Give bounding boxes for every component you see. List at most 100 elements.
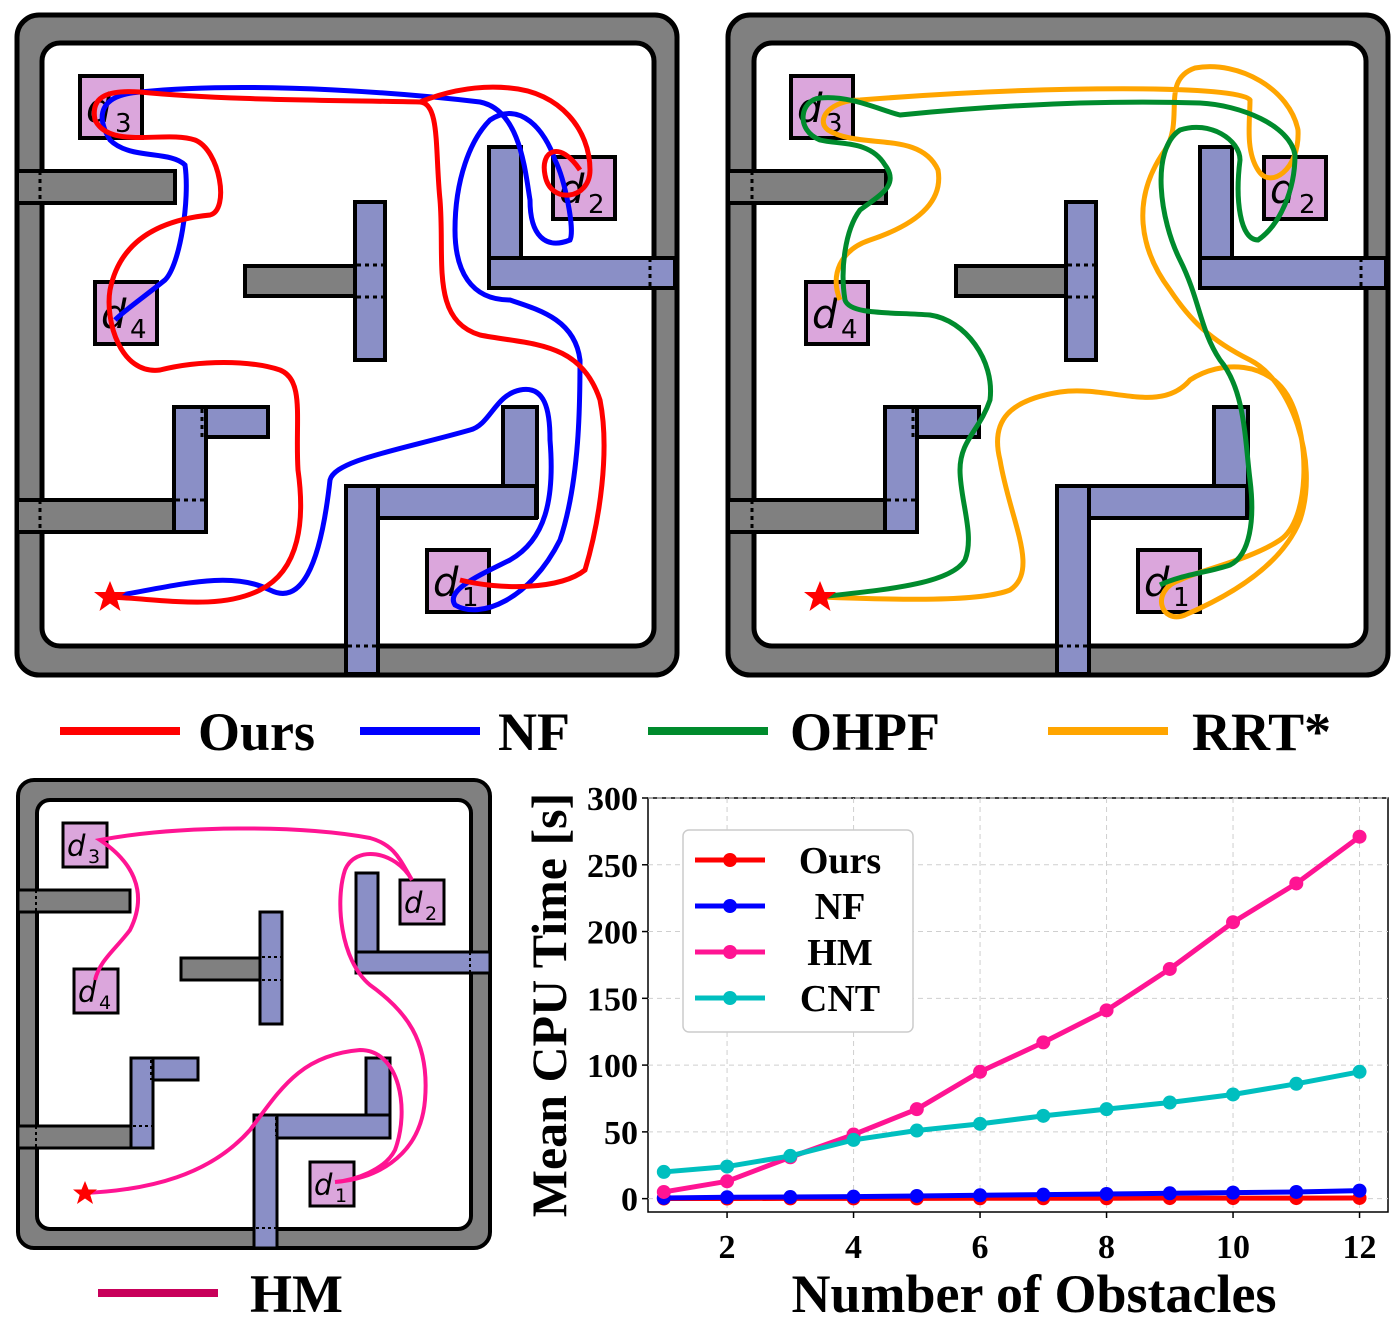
svg-text:d: d xyxy=(78,975,97,1009)
y-tick-label: 150 xyxy=(587,981,638,1018)
svg-text:d: d xyxy=(812,292,838,338)
data-point-cnt xyxy=(846,1132,861,1147)
trajectory-hm xyxy=(84,826,428,1195)
legend-label: HM xyxy=(807,932,872,974)
trajectory-ohpf xyxy=(800,95,1298,600)
data-point-cnt xyxy=(1099,1102,1114,1117)
data-point-hm xyxy=(1352,829,1367,844)
y-tick-label: 0 xyxy=(621,1182,638,1219)
svg-text:2: 2 xyxy=(425,903,437,925)
svg-text:1: 1 xyxy=(462,583,479,613)
moving-obstacle xyxy=(258,910,284,1026)
legend-entry-rrt-star: RRT* xyxy=(1048,702,1331,762)
cpu-time-line-chart: 0 50 100 150 200 250 300 2 4 6 8 10 12 Mean CPU Tim… xyxy=(521,781,1389,1319)
data-point-nf xyxy=(1162,1186,1177,1201)
y-tick-label: 250 xyxy=(587,848,638,885)
moving-obstacle xyxy=(883,405,919,534)
moving-obstacle xyxy=(344,484,380,676)
x-tick-label: 6 xyxy=(972,1229,989,1266)
svg-text:d: d xyxy=(797,86,823,132)
wall-obstacle xyxy=(954,264,1070,298)
data-point-nf xyxy=(1099,1186,1114,1201)
y-tick-label: 50 xyxy=(604,1115,638,1152)
trajectory-ours xyxy=(91,89,607,605)
moving-obstacle xyxy=(252,1113,279,1250)
target-d2: d 2 xyxy=(398,878,446,926)
legend-label: NF xyxy=(815,886,866,928)
wall-obstacle xyxy=(726,169,888,205)
x-tick-label: 12 xyxy=(1343,1229,1377,1266)
series-line-cnt xyxy=(663,1069,1361,1175)
svg-text:1: 1 xyxy=(1173,583,1190,613)
data-point-nf xyxy=(846,1189,861,1204)
x-tick-label: 4 xyxy=(845,1229,862,1266)
trajectory-ours-loop xyxy=(419,84,593,198)
data-point-nf xyxy=(1226,1185,1241,1200)
data-point-cnt xyxy=(1289,1076,1304,1091)
svg-text:3: 3 xyxy=(115,109,132,139)
svg-text:NF: NF xyxy=(498,702,570,762)
data-point-nf xyxy=(783,1190,798,1205)
svg-text:4: 4 xyxy=(841,315,858,345)
start-star-icon xyxy=(804,581,836,611)
svg-text:d: d xyxy=(314,1168,333,1202)
svg-text:2: 2 xyxy=(588,190,605,220)
legend-marker xyxy=(723,945,737,959)
svg-text:HM: HM xyxy=(250,1264,343,1319)
svg-text:4: 4 xyxy=(130,315,147,345)
wall-obstacle xyxy=(243,264,359,298)
data-point-nf xyxy=(909,1188,924,1203)
svg-text:1: 1 xyxy=(335,1185,347,1207)
legend-top: Ours NF OHPF RRT* xyxy=(60,702,1331,762)
target-d4: d 4 xyxy=(72,967,120,1015)
data-point-hm xyxy=(1226,915,1241,930)
data-point-nf xyxy=(1352,1183,1367,1198)
x-tick-label: 2 xyxy=(719,1229,736,1266)
map-panel-2: d 3 d 2 d 4 d 1 xyxy=(725,12,1391,678)
data-point-hm xyxy=(909,1102,924,1117)
y-tick-label: 200 xyxy=(587,915,638,952)
data-point-cnt xyxy=(783,1148,798,1163)
data-point-hm xyxy=(973,1064,988,1079)
series-line-nf xyxy=(663,1188,1360,1201)
legend-entry-nf: NF xyxy=(360,702,570,762)
data-point-cnt xyxy=(973,1116,988,1131)
target-d3: d 3 xyxy=(61,821,109,869)
moving-obstacle xyxy=(129,1056,155,1150)
moving-obstacle xyxy=(1055,484,1091,676)
data-point-hm xyxy=(1289,876,1304,891)
target-d1: d 1 xyxy=(425,548,491,614)
legend-label: Ours xyxy=(799,840,881,882)
data-point-nf xyxy=(1036,1187,1051,1202)
legend-label: CNT xyxy=(800,978,880,1020)
svg-text:3: 3 xyxy=(88,846,100,868)
x-tick-label: 10 xyxy=(1216,1229,1250,1266)
x-axis-label: Number of Obstacles xyxy=(792,1264,1277,1319)
map-panel-3: d 3 d 2 d 4 d 1 xyxy=(16,778,492,1250)
wall-obstacle xyxy=(179,956,263,982)
wall-obstacle xyxy=(16,888,132,914)
svg-text:2: 2 xyxy=(1299,190,1316,220)
data-point-nf xyxy=(973,1188,988,1203)
legend-entry-ohpf: OHPF xyxy=(648,702,940,762)
legend-marker xyxy=(723,899,737,913)
y-tick-label: 100 xyxy=(587,1048,638,1085)
y-axis-label: Mean CPU Time [s] xyxy=(521,793,577,1218)
moving-obstacle xyxy=(1198,256,1388,290)
legend-entry-hm: HM xyxy=(98,1264,343,1319)
svg-text:RRT*: RRT* xyxy=(1192,702,1331,762)
series-line-hm xyxy=(663,834,1362,1195)
x-tick-label: 8 xyxy=(1098,1229,1115,1266)
data-point-hm xyxy=(1162,961,1177,976)
svg-text:OHPF: OHPF xyxy=(790,702,940,762)
data-point-nf xyxy=(1289,1184,1304,1199)
legend-marker xyxy=(723,853,737,867)
moving-obstacle xyxy=(1064,200,1098,362)
start-star-icon xyxy=(94,581,126,611)
data-point-cnt xyxy=(1162,1095,1177,1110)
data-point-hm xyxy=(720,1174,735,1189)
data-point-cnt xyxy=(656,1164,671,1179)
data-point-hm xyxy=(1099,1003,1114,1018)
y-axis-ticks: 0 50 100 150 200 250 300 xyxy=(587,781,648,1219)
